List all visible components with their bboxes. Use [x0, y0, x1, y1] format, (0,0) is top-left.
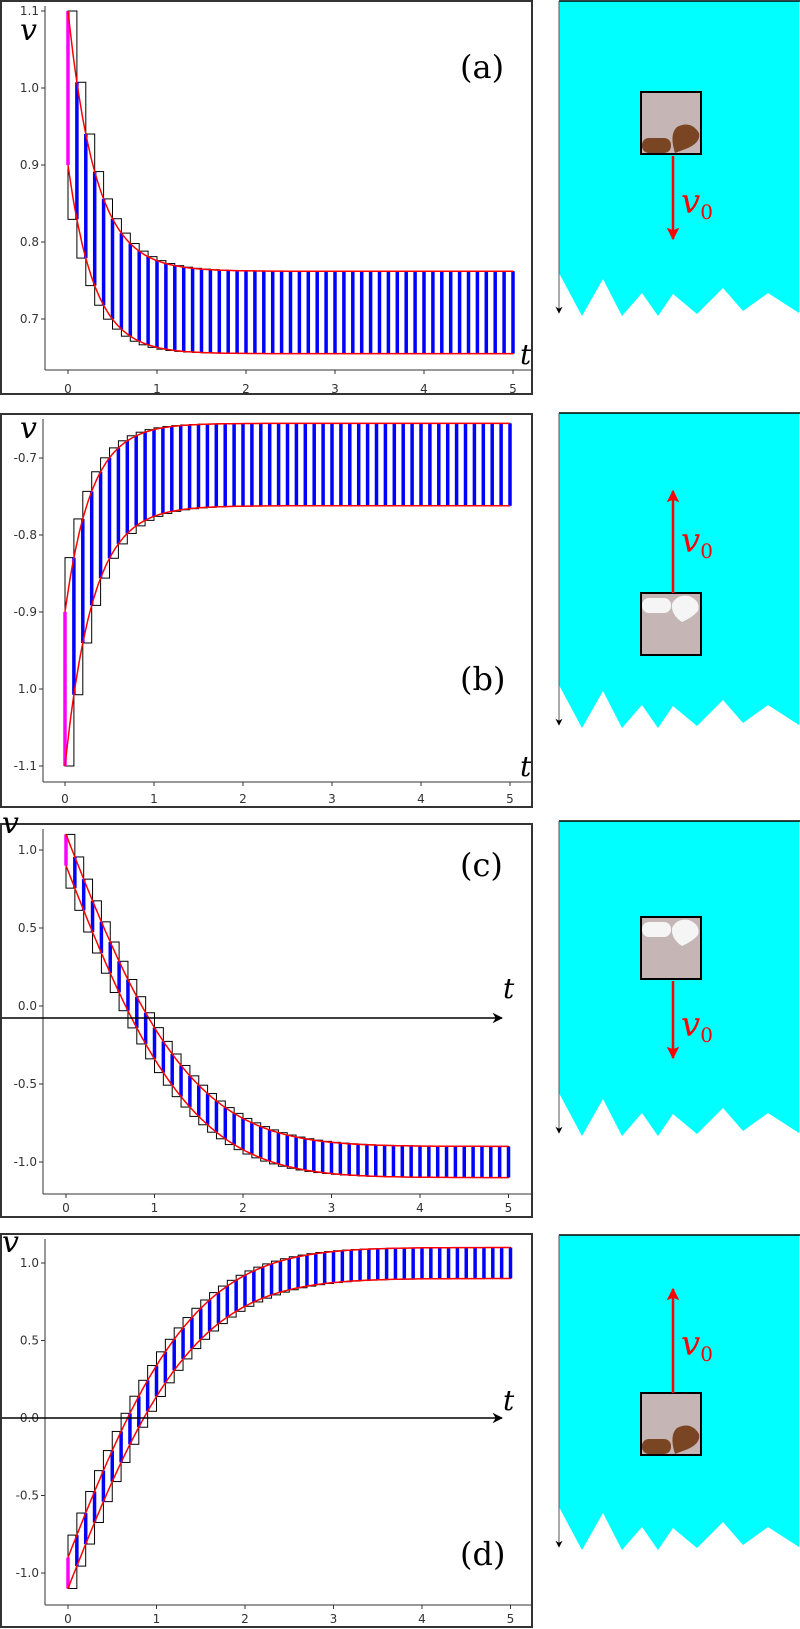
chart-panel-c: 1.0 0.5 0.0 -0.5 -1.0 0 1 2 3 4 5 v t (c): [0, 806, 533, 1218]
lower-bound-curve: [67, 164, 513, 355]
lower-bound-curve: [67, 1277, 511, 1589]
diagram-a: v0: [555, 0, 800, 316]
x-tick-label: 5: [506, 792, 514, 806]
x-axis-label: t: [503, 1384, 515, 1417]
velocity-label: v0: [681, 521, 713, 563]
x-tick-label: 4: [418, 1612, 426, 1626]
upper-bound-curve: [67, 10, 513, 273]
velocity-label: v0: [681, 182, 713, 224]
y-tick-label: 1.0: [20, 1256, 39, 1270]
x-tick-label: 0: [64, 382, 72, 396]
y-tick-label: 1.1: [20, 4, 39, 18]
x-tick-label: 0: [64, 1612, 72, 1626]
chart-panel-d: 1.00.50.0-0.5-1.00 1 2 3 4 5vt(d): [0, 1225, 533, 1628]
x-tick-label: 3: [330, 1612, 338, 1626]
y-tick-label: 0.7: [20, 312, 39, 326]
x-tick-label: 3: [328, 792, 336, 806]
x-tick-label: 2: [241, 1612, 249, 1626]
velocity-label: v0: [681, 1324, 713, 1366]
x-tick-label: 2: [239, 792, 247, 806]
y-tick-label: -1.0: [14, 1155, 37, 1169]
y-axis-label: v: [20, 13, 37, 48]
y-tick-label: 0.5: [18, 921, 37, 935]
x-tick-label: 0: [62, 1201, 70, 1215]
panel-label: (c): [460, 846, 503, 884]
y-tick-label: -0.5: [14, 1077, 37, 1091]
y-axis-label: v: [20, 411, 37, 446]
y-tick-label: -1.0: [16, 1566, 39, 1580]
y-tick-label: -0.9: [14, 605, 37, 619]
contents-blob: [642, 598, 671, 613]
panel-label: (d): [460, 1535, 505, 1573]
panel-frame: [0, 413, 533, 808]
velocity-subscript: 0: [700, 539, 713, 563]
y-tick-label: 1.0: [18, 682, 37, 696]
lower-bound-curve: [64, 504, 510, 767]
y-axis-label: v: [2, 806, 19, 841]
x-tick-label: 5: [507, 1612, 515, 1626]
chart-panel-b: -0.7 -0.8 -0.9 1.0 -1.1 0 1 2 3 4 5 v t (b): [0, 411, 533, 808]
diagram-d: v0: [555, 1234, 800, 1550]
velocity-symbol: v: [681, 521, 700, 561]
panel-frame: [0, 823, 533, 1218]
contents-blob: [642, 138, 671, 153]
x-tick-label: 1: [151, 1201, 159, 1215]
fluid-region: [559, 413, 799, 728]
y-tick-label: 1.0: [20, 81, 39, 95]
contents-blob: [642, 1439, 671, 1454]
contents-blob: [672, 1425, 700, 1454]
velocity-subscript: 0: [700, 1023, 713, 1047]
lower-bound-curve: [65, 865, 509, 1179]
x-tick-label: 3: [328, 1201, 336, 1215]
x-tick-label: 3: [331, 382, 339, 396]
x-axis-label: t: [520, 338, 532, 371]
x-tick-label: 0: [61, 792, 69, 806]
x-axis-label: t: [503, 972, 515, 1005]
panel-label: (b): [460, 660, 505, 698]
diagram-b: v0: [555, 412, 800, 728]
y-axis-label: v: [2, 1225, 19, 1260]
velocity-subscript: 0: [700, 1342, 713, 1366]
velocity-label: v0: [681, 1005, 713, 1047]
velocity-symbol: v: [681, 1005, 700, 1045]
x-tick-label: 4: [420, 382, 428, 396]
contents-blob: [671, 595, 699, 622]
x-tick-label: 4: [417, 792, 425, 806]
velocity-symbol: v: [681, 1324, 700, 1364]
y-tick-label: -1.1: [14, 759, 37, 773]
y-tick-label: 0.0: [18, 999, 37, 1013]
y-tick-label: -0.7: [14, 451, 37, 465]
contents-blob: [672, 124, 700, 153]
panel-frame: [0, 0, 533, 395]
diagram-c: v0: [555, 820, 800, 1136]
contents-blob: [671, 919, 699, 946]
x-tick-label: 5: [509, 382, 517, 396]
upper-bound-curve: [64, 422, 510, 613]
contents-blob: [642, 922, 671, 937]
y-tick-label: 0.5: [20, 1334, 39, 1348]
x-axis-label: t: [520, 750, 532, 783]
x-tick-label: 2: [239, 1201, 247, 1215]
y-tick-label: 0.9: [20, 158, 39, 172]
panel-label: (a): [460, 48, 504, 86]
velocity-subscript: 0: [700, 200, 713, 224]
upper-bound-curve: [67, 1246, 511, 1558]
y-tick-label: -0.8: [14, 528, 37, 542]
x-tick-label: 5: [505, 1201, 513, 1215]
chart-panel-a: 0.7 0.8 0.9 1.0 1.1 0 1 2 3 4 5 v t (a): [0, 0, 533, 396]
upper-bound-curve: [65, 834, 509, 1148]
panel-frame: [0, 1233, 533, 1628]
y-tick-label: -0.5: [16, 1489, 39, 1503]
x-tick-label: 2: [242, 382, 250, 396]
x-tick-label: 1: [153, 1612, 161, 1626]
y-tick-label: 0.8: [20, 235, 39, 249]
velocity-symbol: v: [681, 182, 700, 222]
x-tick-label: 1: [153, 382, 161, 396]
x-tick-label: 4: [416, 1201, 424, 1215]
y-tick-label: 1.0: [18, 843, 37, 857]
x-tick-label: 1: [150, 792, 158, 806]
fluid-region: [559, 1, 799, 316]
